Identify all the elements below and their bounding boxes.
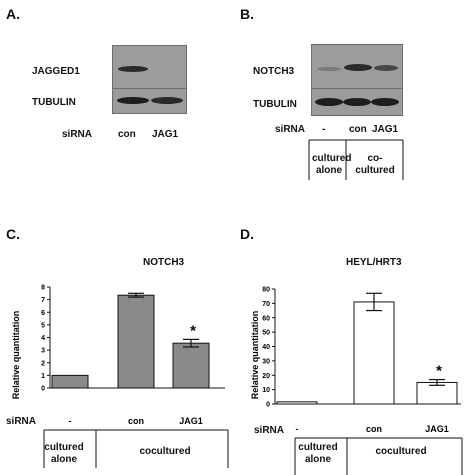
panel-d-y-tick-label: 80 <box>262 287 270 294</box>
panel-b-tubulin-band-jag1 <box>371 98 399 106</box>
panel-d-y-tick-label: 60 <box>262 315 270 322</box>
panel-d-sirna-label: siRNA <box>254 425 285 436</box>
panel-d-letter: D. <box>240 226 254 242</box>
panel-b-tubulin-band-alone <box>315 98 343 106</box>
panel-b-notch3-label: NOTCH3 <box>253 66 295 77</box>
panel-d-y-tick-label: 0 <box>266 402 270 409</box>
panel-c-title: NOTCH3 <box>143 257 185 268</box>
panel-d-ylabel: Relative quantitation <box>250 311 260 400</box>
jagged1-band-con <box>118 66 148 72</box>
panel-c-sirna-label: siRNA <box>6 416 37 427</box>
jagged1-blot <box>112 45 187 94</box>
panel-d-y-tick-label: 20 <box>262 373 270 380</box>
panel-a-tubulin-band-jag1 <box>151 97 183 104</box>
panel-d-group-alone-line2: alone <box>304 454 332 465</box>
panel-c-group-alone-line2: alone <box>50 454 78 465</box>
panel-c-y-tick-label: 0 <box>41 386 45 393</box>
panel-a-tubulin-blot <box>112 88 187 114</box>
panel-d-bar-1 <box>353 301 395 405</box>
panel-a-lane-con: con <box>118 129 136 140</box>
panel-c-category-label: con <box>128 416 144 426</box>
panel-d-y-tick-label: 70 <box>262 301 270 308</box>
notch3-blot <box>311 44 403 92</box>
panel-a-lane-jag1: JAG1 <box>152 129 179 140</box>
panel-d-category-label: JAG1 <box>425 424 449 434</box>
panel-d-title: HEYL/HRT3 <box>346 257 402 268</box>
panel-b-tubulin-label: TUBULIN <box>253 99 297 110</box>
panel-c-group-cocultured: cocultured <box>139 446 191 457</box>
panel-b-group-co-line1: co- <box>367 153 383 164</box>
panel-c-bar-1 <box>117 294 155 389</box>
panel-b-lane-jag1: JAG1 <box>372 124 399 135</box>
panel-d-chart: Relative quantitation 0 10 20 30 40 50 60 70 80 *… <box>250 287 463 475</box>
panel-c-y-tick-label: 2 <box>41 360 45 367</box>
panel-d-bar-0 <box>276 401 318 405</box>
panel-c-y-tick-label: 7 <box>41 297 45 304</box>
panel-c-category-label: - <box>69 416 72 426</box>
panel-d-y-tick-label: 10 <box>262 387 270 394</box>
panel-d-y-tick-label: 40 <box>262 344 270 351</box>
panel-d-y-tick-label: 50 <box>262 330 270 337</box>
panel-c-bar-0 <box>51 374 89 389</box>
panel-b-group-alone-line2: alone <box>315 165 343 176</box>
panel-c-letter: C. <box>6 226 20 242</box>
panel-b-group-alone-line1: cultured <box>312 153 352 164</box>
notch3-band-con <box>344 64 372 71</box>
notch3-band-jag1 <box>374 65 398 71</box>
panel-a-tubulin-band-con <box>117 97 149 104</box>
panel-b-tubulin-band-con <box>343 98 371 106</box>
panel-c-y-tick-label: 4 <box>41 335 45 342</box>
panel-c-y-tick-label: 5 <box>41 322 45 329</box>
panel-b-tubulin-blot <box>311 88 403 116</box>
panel-c-chart: Relative quantitation 0 1 2 3 4 5 6 7 8 * - con JAG1 <box>11 285 229 468</box>
panel-a-sirna-label: siRNA <box>62 129 93 140</box>
panel-c-group-alone-line1: cultured <box>44 442 84 453</box>
panel-d-y-tick-label: 30 <box>262 358 270 365</box>
panel-c-ylabel: Relative quantitation <box>11 311 21 400</box>
panel-b-letter: B. <box>240 6 254 22</box>
panel-c-y-tick-label: 1 <box>41 373 45 380</box>
panel-b-lane-minus: - <box>322 124 326 135</box>
panel-b-group-co-line2: cultured <box>355 165 395 176</box>
panel-c-y-tick-label: 6 <box>41 310 45 317</box>
panel-d-significance-asterisk: * <box>436 363 442 380</box>
panel-a-tubulin-label: TUBULIN <box>32 97 76 108</box>
panel-b-group-brackets <box>308 139 404 180</box>
panel-c-y-tick-label: 8 <box>41 285 45 292</box>
panel-b-sirna-label: siRNA <box>275 124 306 135</box>
panel-a-letter: A. <box>6 6 20 22</box>
panel-c-bar-2 <box>172 342 210 389</box>
panel-d-group-cocultured: cocultured <box>375 446 427 457</box>
panel-d-category-label: - <box>296 424 299 434</box>
panel-d-category-label: con <box>366 424 382 434</box>
panel-c-significance-asterisk: * <box>190 322 196 339</box>
panel-c-category-label: JAG1 <box>179 416 203 426</box>
panel-b-lane-con: con <box>349 124 367 135</box>
notch3-band-alone <box>317 67 341 71</box>
panel-a-jagged1-label: JAGGED1 <box>32 66 80 77</box>
panel-d-group-alone-line1: cultured <box>298 442 338 453</box>
panel-c-y-tick-label: 3 <box>41 348 45 355</box>
